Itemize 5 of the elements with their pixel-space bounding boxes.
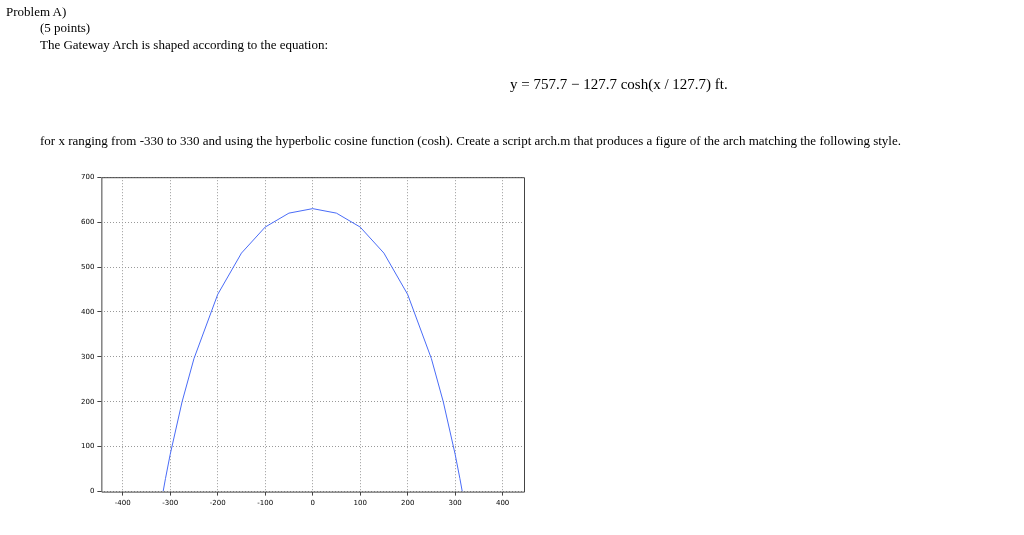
text: (5 points) — [40, 20, 91, 36]
text: y = 757.7 − 127.7 cosh(x / 127.7) ft. — [510, 76, 728, 93]
text: for x ranging from -330 to 330 and using the hyperbolic cosine function (cosh). Create a script arch.m that produces a figure of the arch matching the following style. — [40, 133, 901, 149]
text: Problem A) — [6, 4, 67, 20]
text: The Gateway Arch is shaped according to the equation: — [40, 37, 329, 53]
